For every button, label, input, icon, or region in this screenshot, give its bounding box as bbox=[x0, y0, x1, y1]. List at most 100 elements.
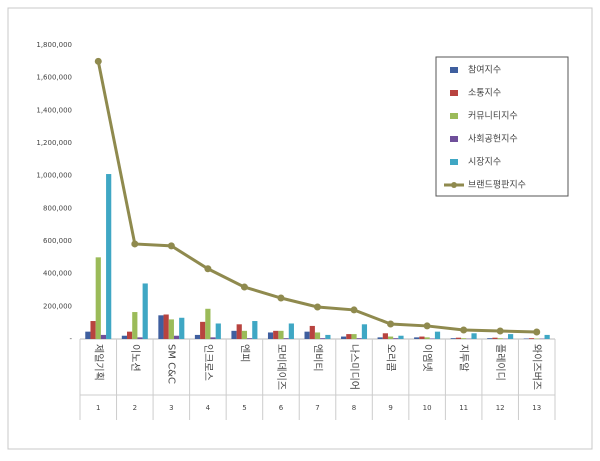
x-tick-label: 엔피 bbox=[238, 344, 250, 362]
y-tick-label: 400,000 bbox=[43, 270, 72, 278]
bar bbox=[137, 337, 142, 339]
rank-label: 12 bbox=[496, 404, 505, 412]
rank-label: 10 bbox=[423, 404, 432, 412]
bar bbox=[414, 337, 419, 339]
bar bbox=[231, 331, 236, 339]
bar bbox=[268, 332, 273, 339]
bar bbox=[252, 321, 257, 339]
legend-label: 참여지수 bbox=[468, 64, 501, 76]
x-tick-label: 오리콤 bbox=[385, 344, 397, 372]
bar bbox=[273, 331, 278, 339]
y-tick-label: 1,600,000 bbox=[36, 74, 72, 82]
legend-label: 사회공헌지수 bbox=[468, 134, 518, 145]
y-tick-label: 200,000 bbox=[43, 302, 72, 310]
bar bbox=[398, 336, 403, 339]
line-marker bbox=[460, 327, 467, 334]
rank-label: 11 bbox=[459, 404, 468, 412]
x-tick-label: 이엠넷 bbox=[421, 344, 433, 372]
line-marker bbox=[241, 284, 248, 291]
rank-label: 1 bbox=[96, 404, 100, 412]
bar bbox=[498, 338, 503, 339]
legend-label: 소통지수 bbox=[468, 88, 501, 99]
bar bbox=[388, 337, 393, 339]
bar bbox=[357, 338, 362, 339]
rank-label: 9 bbox=[388, 404, 392, 412]
bar bbox=[284, 338, 289, 339]
line-marker bbox=[95, 58, 102, 65]
x-tick-label: SM C&C bbox=[165, 344, 176, 384]
legend-swatch bbox=[450, 67, 458, 73]
bar bbox=[174, 336, 179, 339]
y-tick-label: 600,000 bbox=[43, 237, 72, 245]
x-tick-label: 엔비티 bbox=[312, 344, 324, 372]
bar bbox=[216, 323, 221, 339]
legend-label: 커뮤니티지수 bbox=[468, 111, 518, 122]
rank-label: 5 bbox=[242, 404, 246, 412]
bar bbox=[529, 338, 534, 339]
bar bbox=[205, 309, 210, 339]
legend-swatch bbox=[450, 90, 458, 96]
legend-box bbox=[436, 57, 568, 196]
bar bbox=[383, 333, 388, 339]
bar bbox=[425, 337, 430, 339]
bar bbox=[456, 338, 461, 339]
bar bbox=[393, 338, 398, 339]
bar bbox=[106, 174, 111, 339]
bar bbox=[451, 338, 456, 339]
bar bbox=[461, 338, 466, 339]
x-tick-label: 인크로스 bbox=[202, 344, 214, 381]
bar bbox=[200, 322, 205, 339]
line-marker bbox=[204, 265, 211, 272]
rank-label: 13 bbox=[532, 404, 541, 412]
x-tick-label: 플레이디 bbox=[494, 344, 506, 381]
x-tick-label: 나스미디어 bbox=[348, 344, 360, 390]
bar bbox=[143, 283, 148, 339]
legend-swatch bbox=[450, 136, 458, 142]
bar bbox=[310, 326, 315, 339]
bar bbox=[96, 257, 101, 339]
y-tick-label: 1,000,000 bbox=[36, 172, 72, 180]
bar bbox=[237, 324, 242, 339]
x-tick-label: 제일기획 bbox=[92, 344, 104, 381]
bar bbox=[169, 319, 174, 339]
bar bbox=[132, 312, 137, 339]
bar bbox=[195, 335, 200, 339]
rank-label: 3 bbox=[169, 404, 173, 412]
bar bbox=[341, 337, 346, 339]
bar bbox=[210, 337, 215, 339]
bar bbox=[362, 324, 367, 339]
bar bbox=[487, 338, 492, 339]
bar bbox=[435, 332, 440, 339]
legend-label: 시장지수 bbox=[468, 157, 501, 168]
bar bbox=[278, 331, 283, 339]
bar bbox=[325, 335, 330, 339]
bar bbox=[545, 335, 550, 339]
bar bbox=[346, 334, 351, 339]
bar bbox=[305, 332, 310, 339]
bar bbox=[492, 338, 497, 339]
bar bbox=[289, 323, 294, 339]
bar bbox=[90, 321, 95, 339]
line-marker bbox=[387, 320, 394, 327]
line-marker bbox=[533, 328, 540, 335]
bar bbox=[320, 338, 325, 339]
y-tick-label: 1,400,000 bbox=[36, 106, 72, 114]
line-marker bbox=[424, 322, 431, 329]
y-tick-label: 1,800,000 bbox=[36, 41, 72, 49]
legend-swatch bbox=[450, 113, 458, 119]
bar bbox=[471, 333, 476, 339]
rank-label: 2 bbox=[133, 404, 137, 412]
x-tick-label: 지투알 bbox=[458, 344, 470, 372]
x-tick-label: 와이즈버즈 bbox=[531, 344, 543, 390]
legend-swatch-marker bbox=[451, 182, 457, 188]
bar bbox=[419, 337, 424, 339]
y-tick-label: 800,000 bbox=[43, 204, 72, 212]
rank-label: 7 bbox=[315, 404, 319, 412]
line-marker bbox=[131, 240, 138, 247]
bar bbox=[315, 332, 320, 339]
bar bbox=[242, 331, 247, 339]
x-tick-label: 이노션 bbox=[129, 344, 141, 372]
bar bbox=[164, 315, 169, 340]
bar bbox=[122, 336, 127, 339]
